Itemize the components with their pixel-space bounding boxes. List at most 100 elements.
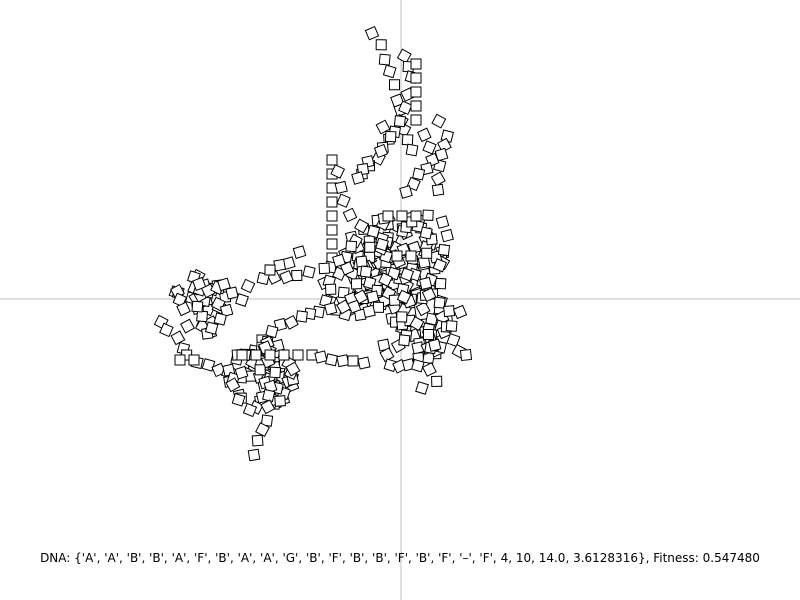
cell-square <box>235 293 249 307</box>
cell-square <box>345 240 358 253</box>
cell-square <box>188 354 200 366</box>
cell-square <box>384 130 397 143</box>
cell-square <box>396 48 412 64</box>
cell-square <box>262 388 276 403</box>
cell-square <box>440 228 454 243</box>
cell-square <box>330 164 346 179</box>
cell-square <box>419 226 433 240</box>
cell-square <box>431 113 447 129</box>
cell-square <box>325 283 337 295</box>
cell-square <box>415 301 431 317</box>
cell-square <box>375 39 387 51</box>
cell-square <box>295 310 308 323</box>
cell-cluster <box>153 25 473 462</box>
cell-square <box>393 115 406 128</box>
cell-square <box>421 247 433 259</box>
cell-square <box>265 324 279 339</box>
cell-square <box>434 277 447 290</box>
cell-square <box>364 25 380 41</box>
cell-square <box>372 301 385 313</box>
cell-square <box>318 262 331 275</box>
cell-square <box>176 301 191 317</box>
cell-square <box>431 375 443 388</box>
cell-square <box>396 311 408 323</box>
cell-square <box>398 334 411 347</box>
cell-square <box>251 434 264 447</box>
cell-square <box>459 348 473 362</box>
cell-square <box>452 304 468 320</box>
cell-square <box>421 362 437 377</box>
cell-square <box>278 349 290 361</box>
cell-square <box>347 355 359 367</box>
cell-square <box>410 72 422 84</box>
cell-square <box>283 314 299 330</box>
cell-square <box>256 271 270 286</box>
cell-square <box>332 253 346 268</box>
cell-square <box>430 171 446 187</box>
cell-square <box>410 100 422 112</box>
cell-square <box>410 114 422 126</box>
cell-square <box>401 134 414 146</box>
cell-square <box>231 392 246 407</box>
cell-square <box>359 265 373 278</box>
cell-square <box>399 267 415 282</box>
cell-square <box>366 290 380 304</box>
cell-square <box>405 143 419 157</box>
dna-value: {'A', 'A', 'B', 'B', 'A', 'F', 'B', 'A',… <box>74 551 646 565</box>
cell-square <box>274 395 286 407</box>
cell-square <box>351 171 365 185</box>
cell-square <box>410 86 422 98</box>
cell-square <box>191 300 204 313</box>
cell-square <box>437 243 451 257</box>
cell-square <box>378 272 393 287</box>
cell-square <box>326 154 338 166</box>
cell-square <box>279 269 294 285</box>
cell-square <box>326 210 338 222</box>
cell-square <box>260 399 276 415</box>
cell-square <box>334 180 348 195</box>
cell-square <box>415 381 429 395</box>
cell-square <box>350 278 363 290</box>
cell-square <box>355 255 368 268</box>
fitness-value: 0.547480 <box>702 551 760 565</box>
cell-square <box>264 264 276 276</box>
cell-square <box>255 422 270 438</box>
cell-square <box>180 318 195 334</box>
cell-square <box>314 350 328 364</box>
cell-square <box>225 286 239 300</box>
cell-square <box>422 209 434 221</box>
cell-square <box>196 310 209 323</box>
cell-square <box>326 196 338 208</box>
cell-square <box>192 276 207 291</box>
dna-label: DNA: <box>40 551 75 565</box>
cell-square <box>240 278 256 294</box>
cell-square <box>242 402 258 418</box>
cell-square <box>388 79 401 91</box>
cell-square <box>250 349 262 361</box>
cell-square <box>354 218 369 234</box>
cell-square <box>325 353 339 367</box>
cell-square <box>391 250 403 262</box>
cell-square <box>422 328 435 341</box>
cell-square <box>291 269 303 282</box>
cell-square <box>443 305 456 318</box>
cell-square <box>422 140 437 155</box>
cell-square <box>326 224 338 236</box>
cell-square <box>357 356 371 370</box>
cell-square <box>336 299 352 315</box>
cell-square <box>379 347 395 363</box>
cell-square <box>269 366 282 379</box>
cell-square <box>434 147 449 162</box>
cell-square <box>366 224 381 239</box>
cell-square <box>428 338 442 352</box>
cell-square <box>410 58 422 70</box>
cell-square <box>353 289 369 305</box>
cell-square <box>254 364 266 376</box>
cell-square <box>418 276 433 291</box>
fitness-label: , Fitness: <box>645 551 703 565</box>
cell-square <box>435 215 450 229</box>
cell-square <box>398 100 413 115</box>
cell-square <box>225 377 241 393</box>
cell-square <box>326 238 338 250</box>
